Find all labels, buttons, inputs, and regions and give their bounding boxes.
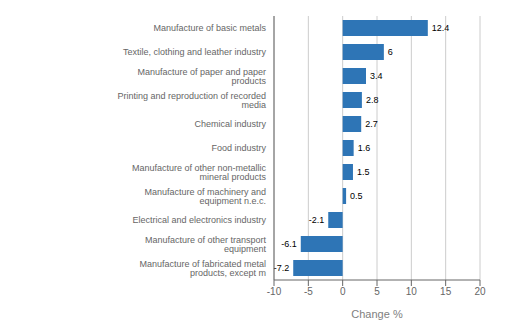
svg-text:Manufacture of paper and paper: Manufacture of paper and paperproducts <box>137 67 266 86</box>
svg-text:20: 20 <box>474 286 486 297</box>
svg-text:0: 0 <box>340 286 346 297</box>
svg-text:1.5: 1.5 <box>357 167 370 177</box>
svg-text:-2.1: -2.1 <box>309 215 325 225</box>
svg-text:-6.1: -6.1 <box>281 239 297 249</box>
svg-text:Manufacture of other non-metal: Manufacture of other non-metallicmineral… <box>132 163 267 182</box>
svg-text:Manufacture of machinery andeq: Manufacture of machinery andequipment n.… <box>144 187 266 206</box>
svg-text:Electrical and electronics ind: Electrical and electronics industry <box>132 215 266 225</box>
svg-text:1.6: 1.6 <box>358 143 371 153</box>
svg-text:Printing and reproduction of r: Printing and reproduction of recordedmed… <box>117 91 266 110</box>
svg-text:-10: -10 <box>267 286 282 297</box>
svg-text:10: 10 <box>406 286 418 297</box>
svg-text:Change %: Change % <box>351 308 403 320</box>
svg-text:2.7: 2.7 <box>365 119 378 129</box>
svg-text:2.8: 2.8 <box>366 95 379 105</box>
svg-text:-7.2: -7.2 <box>274 263 290 273</box>
svg-text:Manufacture of basic metals: Manufacture of basic metals <box>153 23 266 33</box>
svg-text:Manufacture of other transport: Manufacture of other transportequipment <box>145 235 267 254</box>
svg-text:Manufacture of fabricated meta: Manufacture of fabricated metalproducts,… <box>139 259 266 278</box>
svg-text:0.5: 0.5 <box>350 191 363 201</box>
svg-text:6: 6 <box>388 47 393 57</box>
svg-text:-5: -5 <box>304 286 313 297</box>
svg-text:Food industry: Food industry <box>211 143 266 153</box>
svg-text:5: 5 <box>374 286 380 297</box>
svg-text:Textile, clothing and leather: Textile, clothing and leather industry <box>123 47 267 57</box>
svg-text:3.4: 3.4 <box>370 71 383 81</box>
svg-text:12.4: 12.4 <box>432 23 450 33</box>
svg-text:15: 15 <box>440 286 452 297</box>
svg-text:Chemical industry: Chemical industry <box>194 119 266 129</box>
